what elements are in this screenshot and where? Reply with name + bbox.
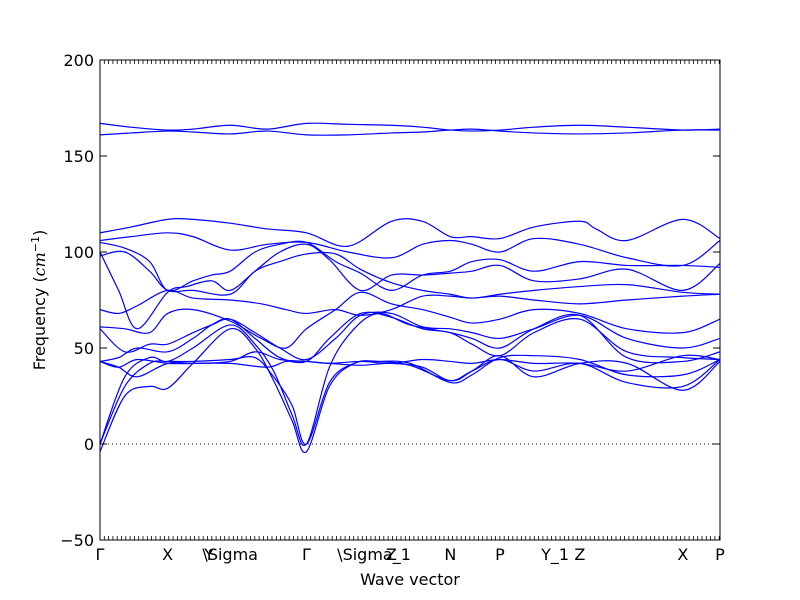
y-tick-label: 200	[63, 51, 94, 70]
band-line-10	[100, 311, 720, 361]
band-line-11	[100, 311, 720, 364]
band-line-1	[100, 122, 720, 132]
band-line-3	[100, 218, 720, 247]
y-axis-label: Frequency (cm−1)	[29, 230, 50, 371]
plot-area	[100, 60, 720, 540]
x-axis: Γ X Y\Sigma Γ \Sigma_1Z N P Y_1 Z X P	[96, 60, 725, 565]
y-tick-label: 50	[74, 339, 94, 358]
band-line-2	[100, 128, 720, 136]
x-tick-label: Z	[574, 545, 585, 564]
x-tick-label: P	[495, 545, 505, 564]
y-axis: −50 0 50 100 150 200	[60, 51, 720, 550]
y-tick-label: 0	[84, 435, 94, 454]
y-tick-label: 150	[63, 147, 94, 166]
x-tick-label: P	[715, 545, 725, 564]
x-tick-label: Γ	[96, 545, 105, 564]
x-tick-label: Z	[386, 545, 397, 564]
x-tick-label: \Sigma	[202, 545, 258, 564]
band-line-13	[100, 358, 720, 389]
band-line-14	[100, 354, 720, 445]
x-tick-label: X	[162, 545, 173, 564]
x-tick-label: N	[444, 545, 456, 564]
x-tick-label: \Sigma_1	[337, 545, 411, 565]
band-line-15	[100, 327, 720, 454]
y-tick-label: −50	[60, 531, 94, 550]
x-tick-label: X	[677, 545, 688, 564]
band-line-6	[100, 243, 720, 330]
band-line-4	[100, 232, 720, 267]
x-tick-label: Y	[203, 545, 214, 564]
y-tick-label: 100	[63, 243, 94, 262]
x-tick-label: Γ	[302, 545, 311, 564]
x-tick-label: Y_1	[540, 545, 569, 565]
band-line-9	[100, 291, 720, 349]
band-line-16	[100, 312, 720, 447]
x-axis-label: Wave vector	[360, 570, 460, 589]
series-layer	[100, 122, 720, 454]
